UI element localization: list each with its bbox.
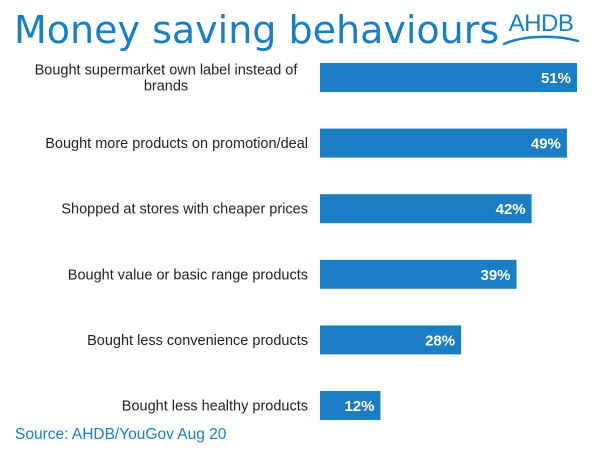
category-label: Bought supermarket own label instead of b… [35, 63, 299, 95]
bar-value-label: 39% [480, 267, 510, 284]
category-label: Shopped at stores with cheaper prices [61, 202, 308, 218]
category-label: Bought more products on promotion/deal [45, 136, 308, 152]
bar-3 [320, 194, 532, 224]
bar-value-label: 49% [531, 136, 561, 153]
bar-4 [320, 259, 517, 289]
bar-value-label: 51% [541, 70, 571, 87]
bar-value-label: 28% [425, 332, 455, 349]
page-title: Money saving behaviours [14, 8, 500, 52]
category-label: Bought less healthy products [122, 399, 308, 415]
category-label: Bought value or basic range products [68, 267, 308, 283]
bar-2 [320, 128, 567, 158]
ahdb-logo: AHDB [500, 8, 582, 48]
bar-5 [320, 325, 462, 355]
source-note: Source: AHDB/YouGov Aug 20 [15, 426, 227, 443]
bar-6 [320, 391, 381, 420]
bar-value-label: 12% [344, 398, 374, 415]
bar-1 [320, 63, 577, 92]
logo-swoosh-icon [502, 35, 580, 46]
bar-value-label: 42% [496, 201, 526, 218]
category-label: Bought less convenience products [87, 333, 308, 349]
logo-text: AHDB [508, 10, 574, 37]
